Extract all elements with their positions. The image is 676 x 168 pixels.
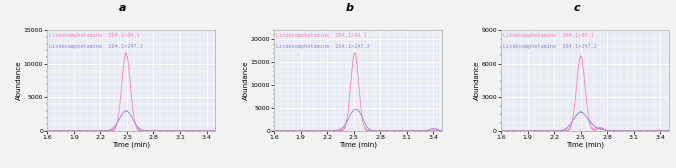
Text: Lisdexamphetamine  264.1>247.2: Lisdexamphetamine 264.1>247.2 xyxy=(49,44,143,49)
Text: b: b xyxy=(346,3,354,13)
Text: Lisdexamphetamine  264.1>247.2: Lisdexamphetamine 264.1>247.2 xyxy=(503,44,597,49)
Text: Lisdexamphetamine  264.1>247.2: Lisdexamphetamine 264.1>247.2 xyxy=(276,44,370,49)
Text: Lisdexamphetamine  264.1>84.1: Lisdexamphetamine 264.1>84.1 xyxy=(276,33,366,38)
X-axis label: Time (min): Time (min) xyxy=(112,142,150,148)
Text: Lisdexamphetamine  264.1>84.1: Lisdexamphetamine 264.1>84.1 xyxy=(503,33,594,38)
X-axis label: Time (min): Time (min) xyxy=(566,142,604,148)
X-axis label: Time (min): Time (min) xyxy=(339,142,377,148)
Y-axis label: Abundance: Abundance xyxy=(16,61,22,100)
Y-axis label: Abundance: Abundance xyxy=(243,61,249,100)
Text: a: a xyxy=(119,3,126,13)
Text: Lisdexamphetamine  264.1>84.1: Lisdexamphetamine 264.1>84.1 xyxy=(49,33,140,38)
Y-axis label: Abundance: Abundance xyxy=(474,61,480,100)
Text: c: c xyxy=(573,3,580,13)
